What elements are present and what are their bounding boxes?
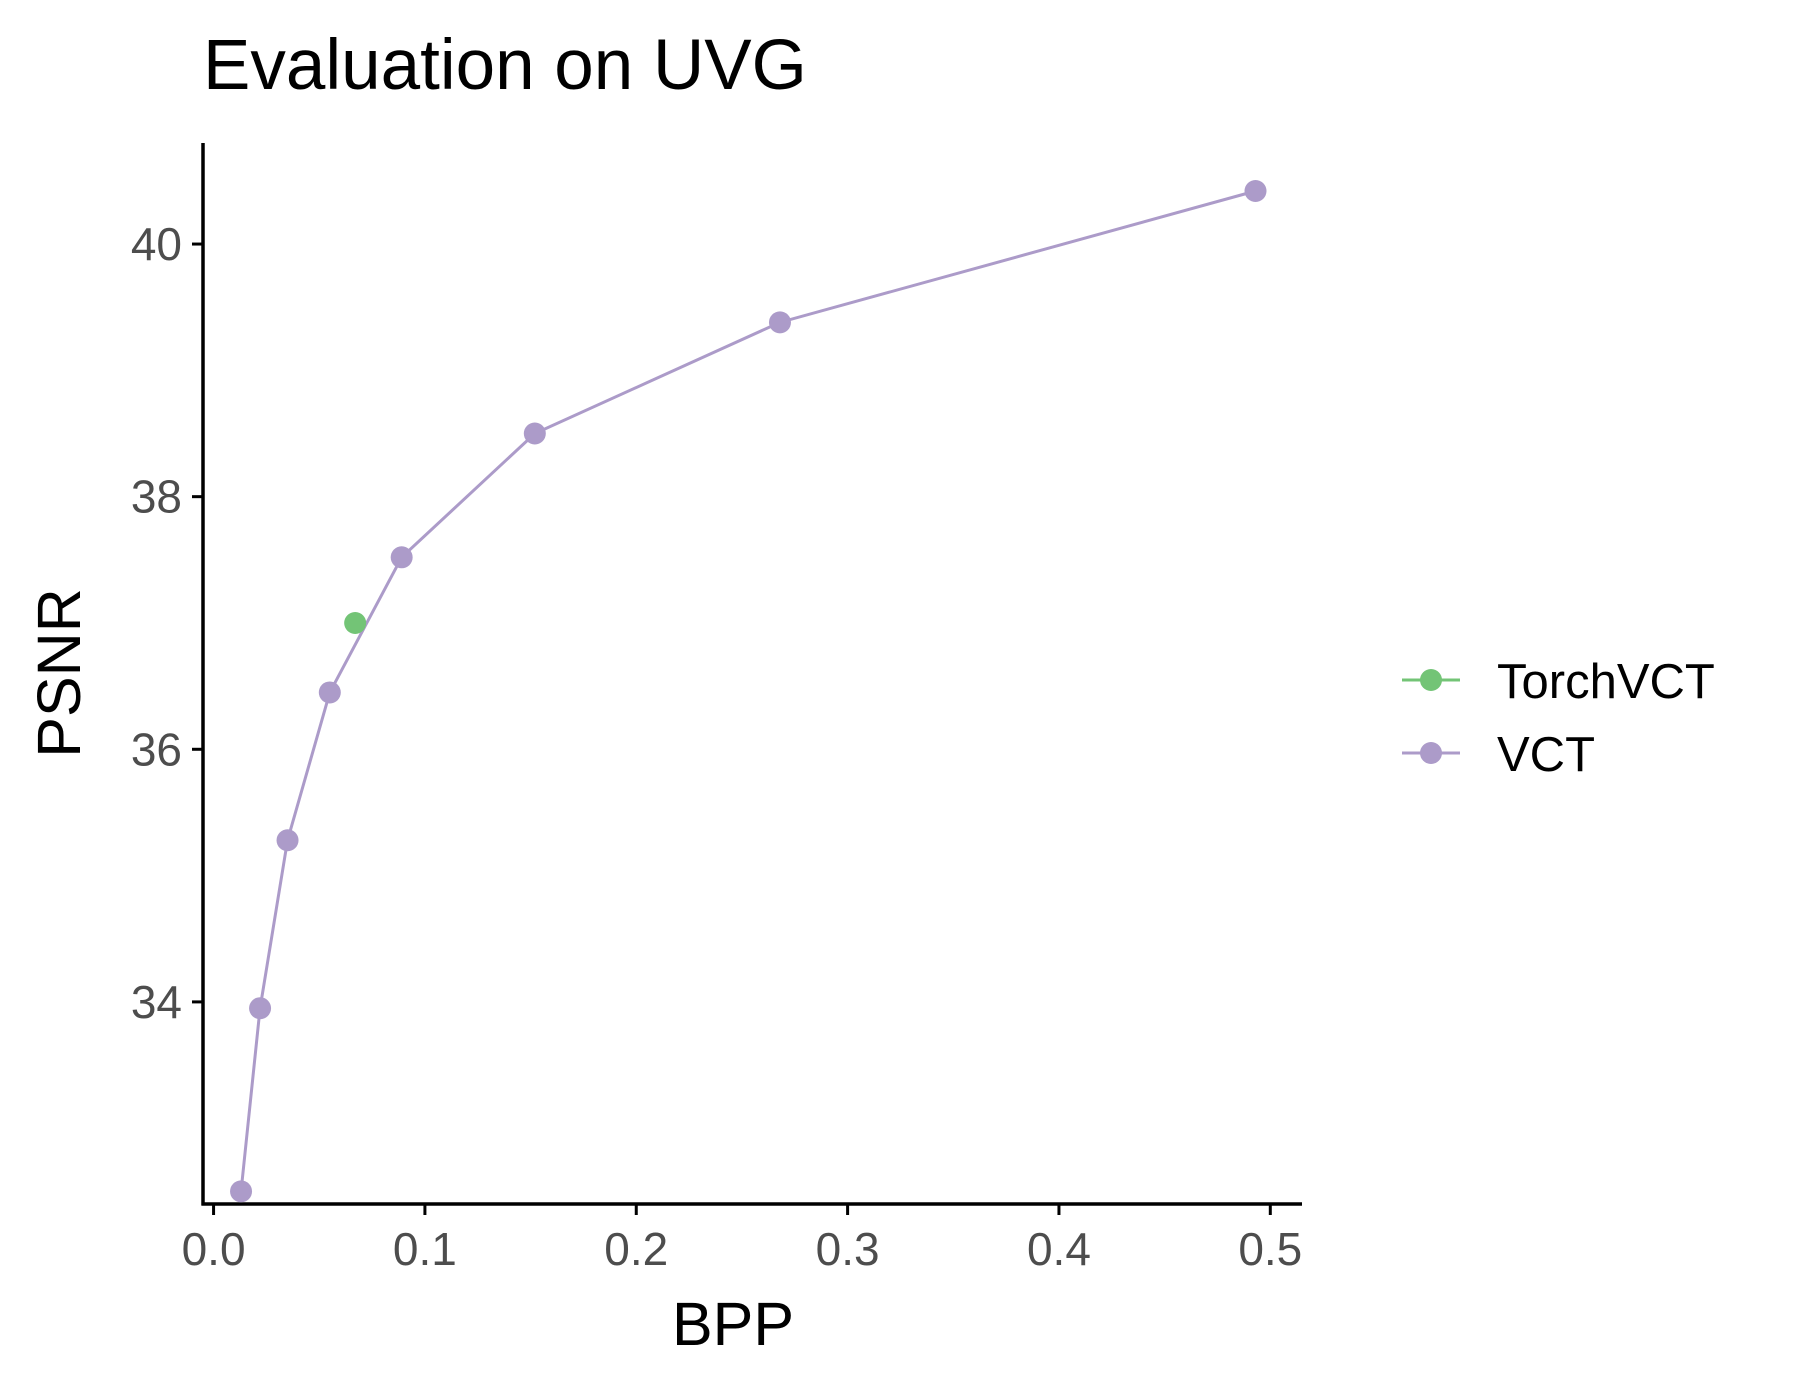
data-point-vct [390, 546, 413, 569]
chart-title: Evaluation on UVG [203, 26, 807, 105]
y-axis-title: PSNR [25, 588, 93, 757]
data-point-vct [1244, 179, 1267, 202]
x-axis-title: BPP [672, 1290, 794, 1358]
legend-item-torchvct: TorchVCT [1402, 655, 1715, 709]
data-point-vct [230, 1180, 253, 1203]
data-point-vct [318, 681, 341, 704]
y-tick-label: 40 [131, 218, 182, 270]
y-tick-label: 38 [131, 471, 182, 523]
legend-item-vct: VCT [1402, 728, 1595, 782]
x-tick-label: 0.0 [182, 1223, 246, 1275]
plot-area: 0.0 0.1 0.2 0.3 0.4 0.5 34 36 38 40 [131, 143, 1302, 1275]
x-tick-label: 0.2 [604, 1223, 668, 1275]
data-point-vct [249, 997, 272, 1020]
data-point-vct [768, 311, 791, 334]
x-tick-label: 0.4 [1027, 1223, 1091, 1275]
x-tick-label: 0.5 [1238, 1223, 1302, 1275]
data-point-torchvct [344, 611, 367, 634]
data-point-vct [276, 829, 299, 852]
legend-key-point [1420, 742, 1442, 764]
data-point-vct [523, 422, 546, 445]
legend-label: VCT [1497, 728, 1595, 782]
legend-key-point [1420, 669, 1442, 691]
legend-label: TorchVCT [1497, 655, 1715, 709]
x-tick-label: 0.1 [393, 1223, 457, 1275]
legend: TorchVCT VCT [1402, 655, 1715, 782]
y-tick-label: 34 [131, 976, 182, 1028]
x-tick-label: 0.3 [816, 1223, 880, 1275]
series-line-vct [239, 189, 1256, 1192]
y-tick-label: 36 [131, 723, 182, 775]
